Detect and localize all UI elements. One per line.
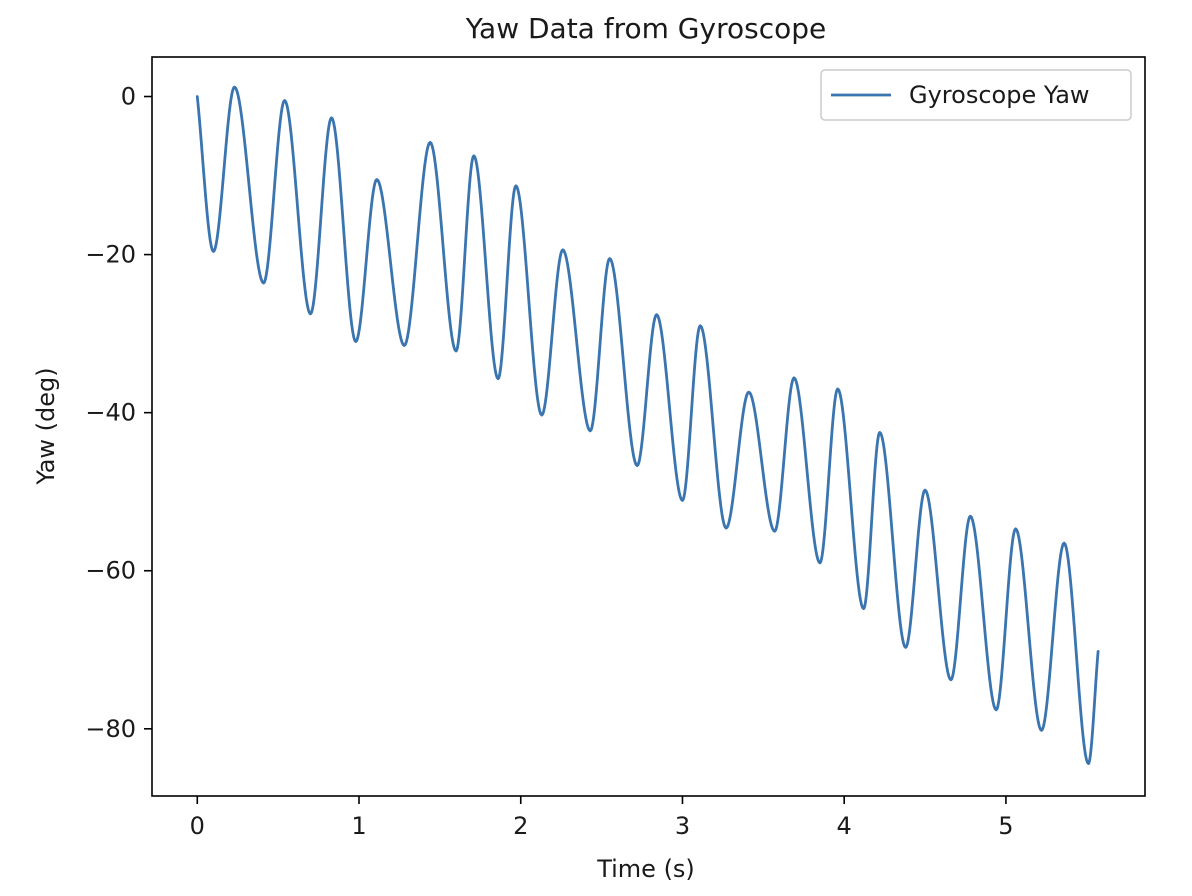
axes-frame xyxy=(151,56,1146,797)
x-tick-label: 3 xyxy=(675,812,690,840)
x-tick-label: 1 xyxy=(351,812,366,840)
x-tick-label: 4 xyxy=(837,812,852,840)
x-axis-ticks: 0 1 2 3 4 5 xyxy=(190,796,1014,840)
series-line-gyroscope-yaw xyxy=(195,85,1100,765)
y-tick-label: −80 xyxy=(85,715,136,743)
plot-area xyxy=(151,56,1146,797)
x-axis-label: Time (s) xyxy=(596,855,695,883)
x-tick-label: 5 xyxy=(998,812,1013,840)
chart-title: Yaw Data from Gyroscope xyxy=(465,12,826,45)
legend-box xyxy=(820,69,1132,121)
y-tick-label: 0 xyxy=(121,83,136,111)
x-tick-label: 2 xyxy=(513,812,528,840)
y-tick-label: −60 xyxy=(85,557,136,585)
x-tick-label: 0 xyxy=(190,812,205,840)
legend-label-gyroscope-yaw: Gyroscope Yaw xyxy=(909,81,1090,109)
legend: Gyroscope Yaw xyxy=(820,69,1132,121)
y-axis-label: Yaw (deg) xyxy=(32,367,60,485)
y-tick-label: −20 xyxy=(85,241,136,269)
y-axis-ticks: 0 −20 −40 −60 −80 xyxy=(85,83,152,743)
y-tick-label: −40 xyxy=(85,399,136,427)
